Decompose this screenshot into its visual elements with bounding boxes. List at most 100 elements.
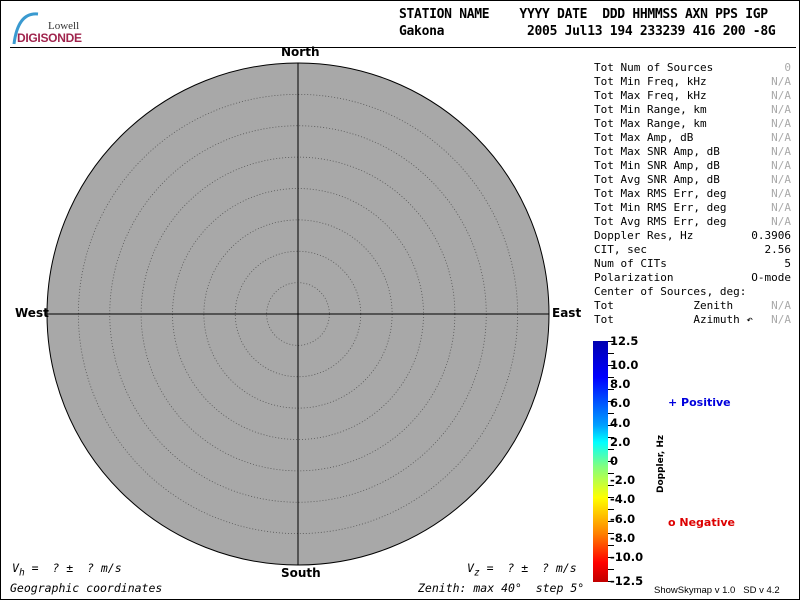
colorbar-tick — [608, 389, 614, 390]
colorbar-tick — [608, 581, 614, 582]
stat-label: Center of Sources, deg: — [594, 285, 747, 298]
colorbar-tick — [608, 521, 614, 522]
stat-label: CIT, sec — [594, 243, 647, 256]
colorbar-tick-label: -6.0 — [610, 511, 636, 526]
colorbar-tick — [608, 425, 614, 426]
colorbar-tick-label: -8.0 — [610, 530, 636, 545]
logo-digisonde: DIGISONDE — [17, 31, 82, 45]
colorbar-tick-label: -2.0 — [610, 473, 636, 488]
colorbar-tick-label: 4.0 — [610, 415, 631, 430]
stat-row: Tot Min Freq, kHz N/A — [594, 75, 791, 89]
colorbar-tick — [608, 353, 614, 354]
stat-row: Tot Max Range, km N/A — [594, 117, 791, 131]
vz-value: = ? ± ? m/s — [479, 561, 577, 575]
colorbar-tick — [608, 449, 614, 450]
stat-value: N/A — [771, 201, 791, 214]
colorbar-tick-label: -12.5 — [610, 574, 644, 588]
legend-positive: + Positive — [668, 396, 731, 409]
colorbar-tick — [608, 341, 614, 342]
colorbar-tick-label: 6.0 — [610, 396, 631, 411]
stat-row: Tot Min SNR Amp, dB N/A — [594, 159, 791, 173]
legend-negative: o Negative — [668, 516, 736, 529]
stat-value: N/A — [771, 159, 791, 172]
stat-label: Tot Max Freq, kHz — [594, 89, 707, 102]
colorbar-tick-label: -10.0 — [610, 550, 644, 564]
colorbar-tick — [608, 413, 614, 414]
colorbar-tick-label: 10.0 — [610, 358, 639, 372]
vz-symbol: V — [467, 561, 474, 575]
stat-row: Tot Max RMS Err, deg N/A — [594, 187, 791, 201]
version-info: ShowSkymap v 1.0 SD v 4.2 — [654, 585, 780, 596]
stat-value: 0.3906 — [751, 229, 791, 242]
colorbar-tick-label: -4.0 — [610, 492, 636, 507]
colorbar-tick — [608, 569, 614, 570]
colorbar-tick — [608, 473, 614, 474]
vz-readout: Vz = ? ± ? m/s — [467, 561, 577, 578]
stat-label: Tot Azimuth ↶ — [594, 313, 753, 326]
colorbar-tick — [608, 365, 614, 366]
colorbar-tick — [608, 533, 614, 534]
stat-value: N/A — [771, 299, 791, 312]
stat-label: Doppler Res, Hz — [594, 229, 694, 242]
stat-value: 2.56 — [764, 243, 792, 256]
stat-label: Tot Avg RMS Err, deg — [594, 215, 727, 228]
stat-value: N/A — [771, 187, 791, 200]
stat-label: Tot Max SNR Amp, dB — [594, 145, 720, 158]
colorbar-tick-label: 0 — [610, 454, 619, 468]
stat-value: N/A — [771, 117, 791, 130]
stat-value: N/A — [771, 103, 791, 116]
label-south: South — [281, 566, 321, 580]
colorbar-tick — [608, 557, 614, 558]
stat-label: Polarization — [594, 271, 674, 284]
stat-row: Tot Max SNR Amp, dB N/A — [594, 145, 791, 159]
stat-row: Doppler Res, Hz 0.3906 — [594, 229, 791, 243]
stat-row: Polarization O-mode — [594, 271, 791, 285]
stat-value: N/A — [771, 313, 791, 326]
colorbar-tick — [608, 485, 614, 486]
stat-row: Num of CITs 5 — [594, 257, 791, 271]
header-labels: STATION NAME YYYY DATE DDD HHMMSS AXN PP… — [399, 7, 768, 22]
stat-row: Tot Zenith N/A — [594, 299, 791, 313]
stat-label: Tot Zenith — [594, 299, 734, 312]
stat-label: Tot Num of Sources — [594, 61, 714, 74]
colorbar-tick-label: 8.0 — [610, 377, 631, 392]
label-east: East — [552, 306, 582, 320]
header-values: 2005 Jul13 194 233239 416 200 -8G — [527, 24, 776, 39]
stat-value: N/A — [771, 75, 791, 88]
stat-label: Tot Min RMS Err, deg — [594, 201, 727, 214]
colorbar-tick — [608, 401, 614, 402]
header-divider — [10, 47, 796, 48]
vh-readout: Vh = ? ± ? m/s — [12, 561, 122, 578]
colorbar-tick — [608, 497, 614, 498]
stat-row: Tot Min Range, km N/A — [594, 103, 791, 117]
stat-label: Tot Min Freq, kHz — [594, 75, 707, 88]
stat-label: Tot Min Range, km — [594, 103, 707, 116]
stat-row: Tot Max Freq, kHz N/A — [594, 89, 791, 103]
skymap-plot — [46, 62, 550, 566]
stat-row: CIT, sec 2.56 — [594, 243, 791, 257]
stat-value: 5 — [784, 257, 791, 270]
zenith-info: Zenith: max 40° step 5° — [418, 581, 585, 595]
stat-row: Tot Avg RMS Err, deg N/A — [594, 215, 791, 229]
stat-row: Tot Avg SNR Amp, dB N/A — [594, 173, 791, 187]
stat-label: Tot Max Amp, dB — [594, 131, 694, 144]
stat-label: Num of CITs — [594, 257, 667, 270]
coordinates-label: Geographic coordinates — [10, 581, 163, 595]
colorbar-tick — [608, 545, 614, 546]
colorbar-tick — [608, 461, 614, 462]
doppler-colorbar — [593, 341, 608, 582]
colorbar-tick — [608, 377, 614, 378]
stat-value: N/A — [771, 215, 791, 228]
label-west: West — [15, 306, 49, 320]
stat-label: Tot Max Range, km — [594, 117, 707, 130]
colorbar-axis-label: Doppler, Hz — [656, 434, 666, 493]
stat-row: Tot Max Amp, dB N/A — [594, 131, 791, 145]
stat-value: N/A — [771, 173, 791, 186]
colorbar-tick — [608, 437, 614, 438]
stat-value: O-mode — [751, 271, 791, 284]
stat-label: Tot Min SNR Amp, dB — [594, 159, 720, 172]
label-north: North — [281, 45, 320, 59]
vh-value: = ? ± ? m/s — [24, 561, 122, 575]
stat-label: Tot Avg SNR Amp, dB — [594, 173, 720, 186]
station-name: Gakona — [399, 24, 445, 39]
